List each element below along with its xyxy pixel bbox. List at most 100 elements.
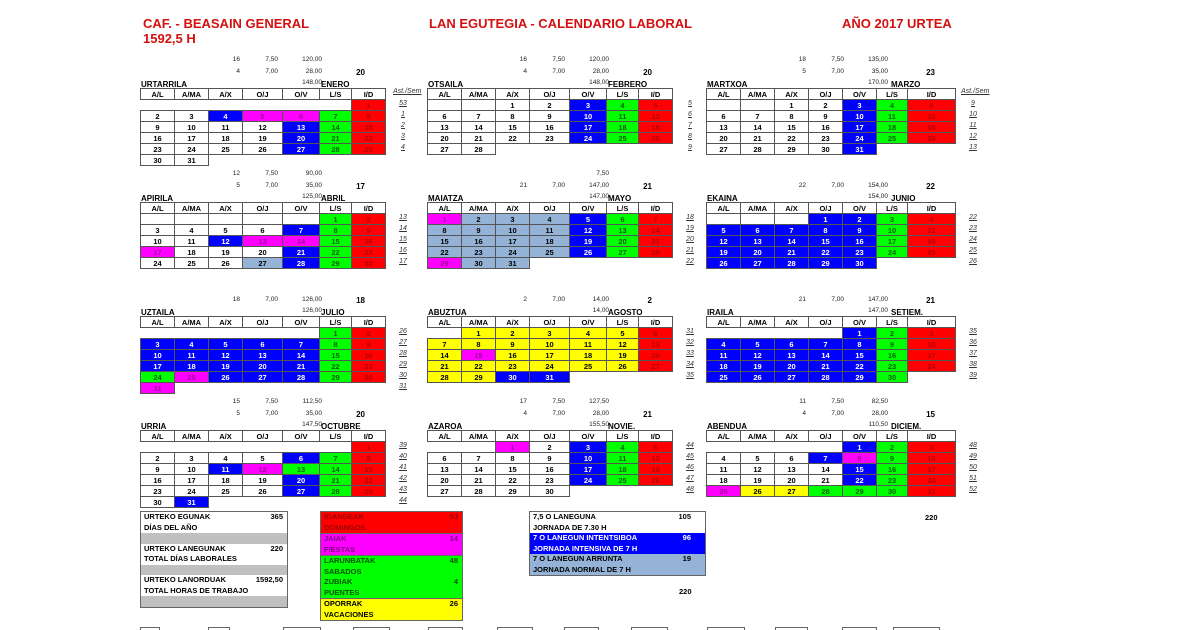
day-cell[interactable]: 9: [351, 338, 386, 350]
day-cell[interactable]: 7: [319, 452, 352, 464]
day-cell[interactable]: 30: [529, 485, 570, 497]
day-cell[interactable]: 15: [351, 121, 386, 133]
day-cell[interactable]: 1: [842, 327, 877, 339]
day-cell[interactable]: 15: [461, 349, 496, 361]
day-cell[interactable]: 19: [242, 132, 283, 144]
day-cell[interactable]: 3: [842, 99, 877, 111]
day-cell[interactable]: 6: [427, 452, 462, 464]
day-cell[interactable]: 27: [706, 143, 741, 155]
day-cell[interactable]: 8: [427, 224, 462, 236]
day-cell[interactable]: 6: [427, 110, 462, 122]
day-cell[interactable]: 4: [174, 224, 209, 236]
day-cell[interactable]: 9: [140, 121, 175, 133]
day-cell[interactable]: 13: [706, 121, 741, 133]
day-cell[interactable]: 23: [808, 132, 843, 144]
day-cell[interactable]: 9: [351, 224, 386, 236]
day-cell[interactable]: 13: [638, 338, 673, 350]
day-cell[interactable]: 23: [495, 360, 530, 372]
day-cell[interactable]: [706, 99, 741, 111]
day-cell[interactable]: 4: [606, 441, 639, 453]
day-cell[interactable]: 17: [140, 246, 175, 258]
day-cell[interactable]: [774, 213, 809, 225]
day-cell[interactable]: 2: [140, 110, 175, 122]
day-cell[interactable]: 26: [907, 132, 956, 144]
day-cell[interactable]: 21: [774, 246, 809, 258]
day-cell[interactable]: 29: [319, 257, 352, 269]
day-cell[interactable]: 15: [495, 463, 530, 475]
day-cell[interactable]: 5: [242, 452, 283, 464]
day-cell[interactable]: 9: [461, 224, 496, 236]
day-cell[interactable]: 5: [242, 110, 283, 122]
day-cell[interactable]: 6: [282, 110, 320, 122]
day-cell[interactable]: 20: [242, 360, 283, 372]
day-cell[interactable]: 29: [774, 143, 809, 155]
day-cell[interactable]: 4: [174, 338, 209, 350]
day-cell[interactable]: 15: [427, 235, 462, 247]
day-cell[interactable]: 26: [242, 143, 283, 155]
day-cell[interactable]: 16: [842, 235, 877, 247]
day-cell[interactable]: 15: [351, 463, 386, 475]
day-cell[interactable]: 21: [638, 235, 673, 247]
day-cell[interactable]: 13: [740, 235, 775, 247]
day-cell[interactable]: 23: [529, 474, 570, 486]
day-cell[interactable]: 5: [638, 99, 673, 111]
day-cell[interactable]: 28: [808, 485, 843, 497]
day-cell[interactable]: 29: [427, 257, 462, 269]
day-cell[interactable]: 18: [569, 349, 607, 361]
day-cell[interactable]: 23: [140, 485, 175, 497]
day-cell[interactable]: 20: [774, 474, 809, 486]
day-cell[interactable]: 26: [740, 371, 775, 383]
day-cell[interactable]: 3: [907, 441, 956, 453]
day-cell[interactable]: 1: [351, 99, 386, 111]
day-cell[interactable]: 28: [319, 485, 352, 497]
day-cell[interactable]: 21: [808, 474, 843, 486]
day-cell[interactable]: 6: [706, 110, 741, 122]
day-cell[interactable]: 28: [740, 143, 775, 155]
day-cell[interactable]: 11: [569, 338, 607, 350]
day-cell[interactable]: 29: [461, 371, 496, 383]
day-cell[interactable]: 3: [174, 452, 209, 464]
day-cell[interactable]: 21: [740, 132, 775, 144]
day-cell[interactable]: 26: [706, 257, 741, 269]
day-cell[interactable]: 19: [638, 121, 673, 133]
day-cell[interactable]: 23: [842, 246, 877, 258]
day-cell[interactable]: [208, 213, 243, 225]
day-cell[interactable]: 30: [140, 154, 175, 166]
day-cell[interactable]: 25: [208, 485, 243, 497]
day-cell[interactable]: 11: [706, 463, 741, 475]
day-cell[interactable]: 14: [638, 224, 673, 236]
day-cell[interactable]: 23: [140, 143, 175, 155]
day-cell[interactable]: 8: [319, 224, 352, 236]
day-cell[interactable]: 6: [740, 224, 775, 236]
day-cell[interactable]: 25: [706, 485, 741, 497]
day-cell[interactable]: 24: [529, 360, 570, 372]
day-cell[interactable]: 5: [907, 99, 956, 111]
day-cell[interactable]: 13: [282, 463, 320, 475]
day-cell[interactable]: 19: [208, 246, 243, 258]
day-cell[interactable]: 14: [319, 121, 352, 133]
day-cell[interactable]: 11: [606, 110, 639, 122]
day-cell[interactable]: 3: [569, 441, 607, 453]
day-cell[interactable]: 17: [842, 121, 877, 133]
day-cell[interactable]: 3: [907, 327, 956, 339]
day-cell[interactable]: 30: [140, 496, 175, 508]
day-cell[interactable]: 14: [427, 349, 462, 361]
day-cell[interactable]: 2: [529, 441, 570, 453]
day-cell[interactable]: 20: [606, 235, 639, 247]
day-cell[interactable]: 24: [569, 474, 607, 486]
day-cell[interactable]: 12: [242, 121, 283, 133]
day-cell[interactable]: 6: [242, 338, 283, 350]
day-cell[interactable]: 16: [140, 132, 175, 144]
day-cell[interactable]: 9: [140, 463, 175, 475]
day-cell[interactable]: 22: [774, 132, 809, 144]
day-cell[interactable]: 4: [606, 99, 639, 111]
day-cell[interactable]: 23: [351, 246, 386, 258]
day-cell[interactable]: 19: [740, 360, 775, 372]
day-cell[interactable]: 10: [907, 338, 956, 350]
day-cell[interactable]: 7: [427, 338, 462, 350]
day-cell[interactable]: 4: [208, 452, 243, 464]
day-cell[interactable]: 17: [140, 360, 175, 372]
day-cell[interactable]: 13: [427, 121, 462, 133]
day-cell[interactable]: 17: [907, 463, 956, 475]
day-cell[interactable]: 2: [140, 452, 175, 464]
